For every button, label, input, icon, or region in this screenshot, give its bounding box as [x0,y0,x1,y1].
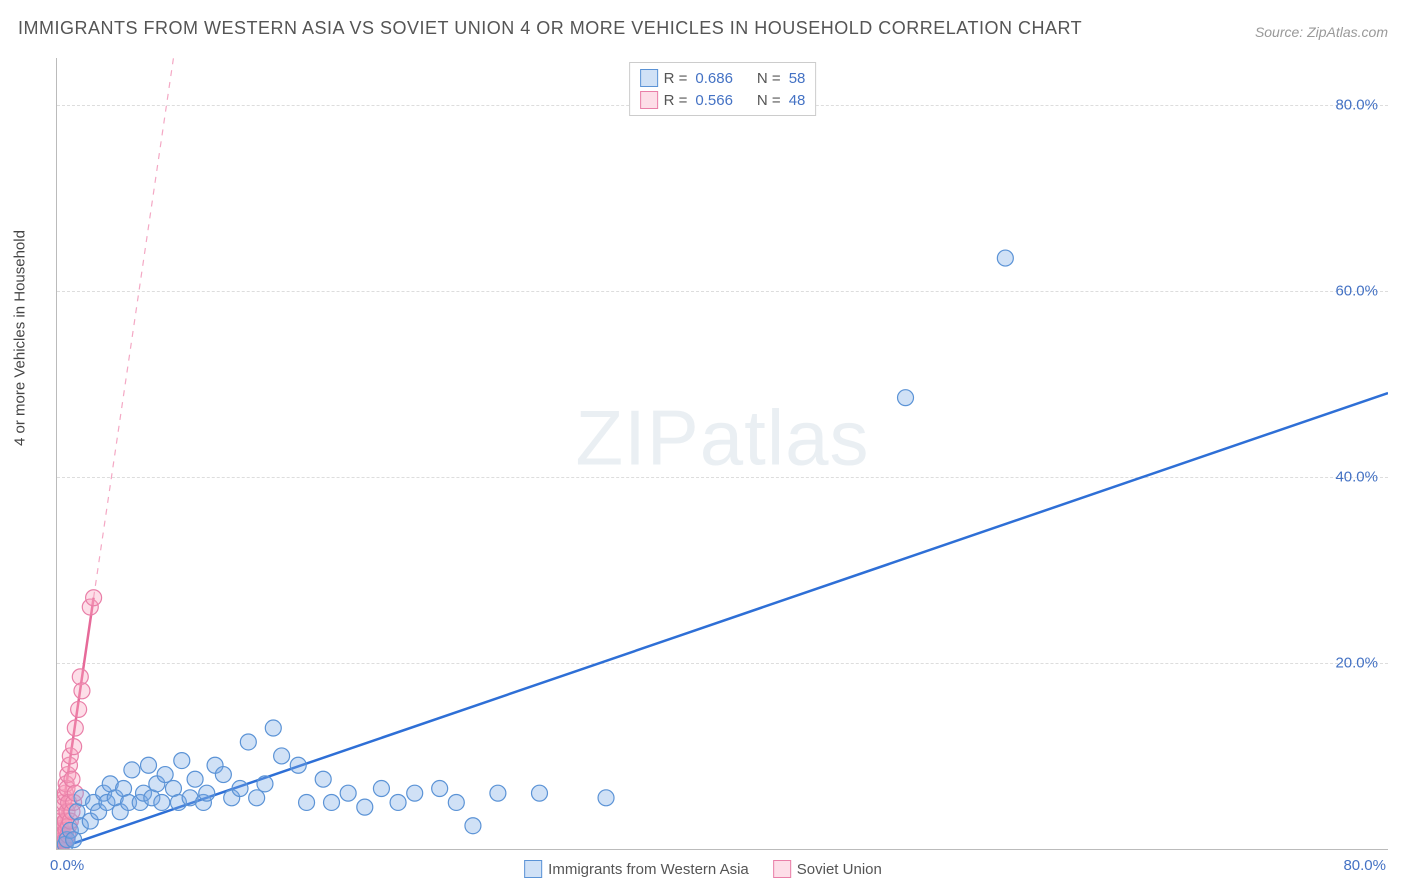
data-point [531,785,547,801]
data-point [64,771,80,787]
data-point [174,753,190,769]
data-point [86,590,102,606]
data-point [265,720,281,736]
y-axis-label: 4 or more Vehicles in Household [12,230,29,446]
r-value-pink: 0.566 [695,92,733,109]
data-point [66,739,82,755]
plot-area: ZIPatlas R = 0.686 N = 58 R = 0.566 N = … [56,58,1388,850]
data-point [598,790,614,806]
n-label: N = [757,70,781,87]
data-point [373,781,389,797]
data-point [257,776,273,792]
legend-label-pink: Soviet Union [797,861,882,878]
data-point [274,748,290,764]
n-value-pink: 48 [789,92,806,109]
data-point [299,794,315,810]
data-point [465,818,481,834]
data-point [249,790,265,806]
data-point [124,762,140,778]
data-point [315,771,331,787]
data-point [157,767,173,783]
data-point [240,734,256,750]
n-value-blue: 58 [789,70,806,87]
data-point [74,683,90,699]
data-point [154,794,170,810]
swatch-pink [773,860,791,878]
data-point [432,781,448,797]
data-point [997,250,1013,266]
correlation-legend: R = 0.686 N = 58 R = 0.566 N = 48 [629,62,817,116]
trend-line [57,393,1388,849]
data-point [448,794,464,810]
data-point [357,799,373,815]
data-point [141,757,157,773]
n-label: N = [757,92,781,109]
legend-item-blue: Immigrants from Western Asia [524,860,749,878]
chart-svg [57,58,1388,849]
x-tick-max: 80.0% [1343,857,1386,874]
legend-row-pink: R = 0.566 N = 48 [640,89,806,111]
r-label: R = [664,92,688,109]
legend-item-pink: Soviet Union [773,860,882,878]
data-point [71,701,87,717]
data-point [187,771,203,787]
data-point [215,767,231,783]
source-label: Source: ZipAtlas.com [1255,24,1388,40]
chart-title: IMMIGRANTS FROM WESTERN ASIA VS SOVIET U… [18,18,1082,39]
data-point [232,781,248,797]
data-point [340,785,356,801]
data-point [199,785,215,801]
data-point [407,785,423,801]
data-point [290,757,306,773]
swatch-blue [640,69,658,87]
legend-row-blue: R = 0.686 N = 58 [640,67,806,89]
r-label: R = [664,70,688,87]
trend-line [94,58,174,598]
x-tick-min: 0.0% [50,857,84,874]
data-point [490,785,506,801]
swatch-blue [524,860,542,878]
data-point [67,720,83,736]
series-legend: Immigrants from Western Asia Soviet Unio… [524,860,882,878]
data-point [898,390,914,406]
legend-label-blue: Immigrants from Western Asia [548,861,749,878]
data-point [324,794,340,810]
data-point [390,794,406,810]
r-value-blue: 0.686 [695,70,733,87]
swatch-pink [640,91,658,109]
